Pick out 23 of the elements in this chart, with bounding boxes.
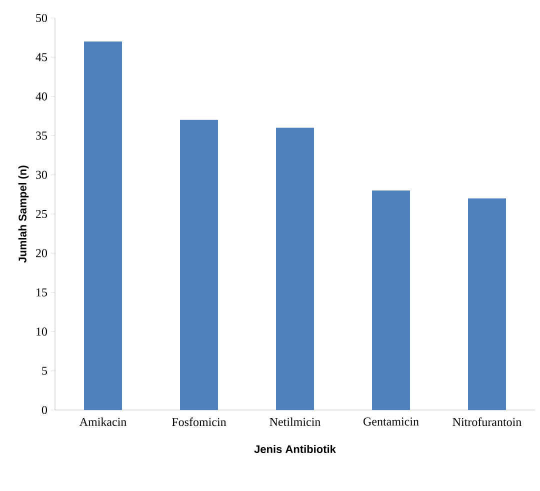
- bar: [276, 128, 314, 410]
- y-tick-label: 10: [36, 328, 48, 336]
- x-tick-label: Gentamicin: [364, 418, 419, 426]
- y-tick-label: 20: [36, 249, 48, 258]
- y-tick-label: 35: [36, 132, 48, 140]
- y-tick-label: 5: [42, 366, 48, 375]
- y-tick-label: 40: [36, 92, 48, 100]
- y-tick-label: 45: [36, 53, 48, 62]
- x-tick-label: Netilmicin: [270, 418, 320, 426]
- x-axis-title: Jenis Antibiotik: [254, 444, 336, 454]
- bar: [84, 42, 122, 410]
- y-tick-label: 30: [36, 170, 48, 179]
- bar: [180, 120, 218, 410]
- x-tick-label: Amikacin: [79, 418, 126, 426]
- bar: [468, 198, 506, 410]
- x-tick-label: Nitrofurantoin: [452, 418, 522, 426]
- y-tick-label: 50: [36, 14, 48, 22]
- y-tick-label: 25: [36, 210, 48, 218]
- y-axis-title: Jumlah Sampel (n): [18, 166, 29, 263]
- x-tick-label: Fosfomicin: [172, 418, 226, 426]
- y-tick-label: 15: [36, 288, 48, 296]
- bar: [372, 190, 410, 410]
- y-tick-label: 0: [42, 406, 48, 414]
